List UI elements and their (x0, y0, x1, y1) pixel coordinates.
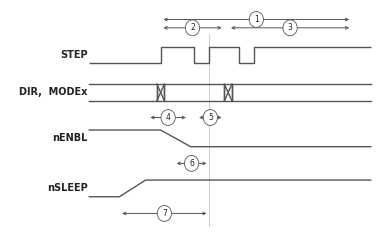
Text: 3: 3 (288, 23, 293, 32)
Circle shape (157, 206, 172, 221)
Circle shape (161, 110, 175, 125)
Text: 6: 6 (189, 159, 194, 168)
Text: 2: 2 (190, 23, 195, 32)
Text: 4: 4 (166, 113, 171, 122)
Text: 7: 7 (162, 209, 167, 218)
Text: nSLEEP: nSLEEP (47, 184, 88, 193)
Circle shape (185, 156, 199, 171)
Text: 1: 1 (254, 15, 259, 24)
Text: DIR,  MODEx: DIR, MODEx (19, 87, 88, 98)
Circle shape (185, 20, 200, 36)
Circle shape (283, 20, 297, 36)
Circle shape (203, 110, 218, 125)
Circle shape (249, 12, 263, 27)
Text: 5: 5 (208, 113, 213, 122)
Text: nENBL: nENBL (52, 133, 88, 143)
Text: STEP: STEP (60, 50, 88, 60)
